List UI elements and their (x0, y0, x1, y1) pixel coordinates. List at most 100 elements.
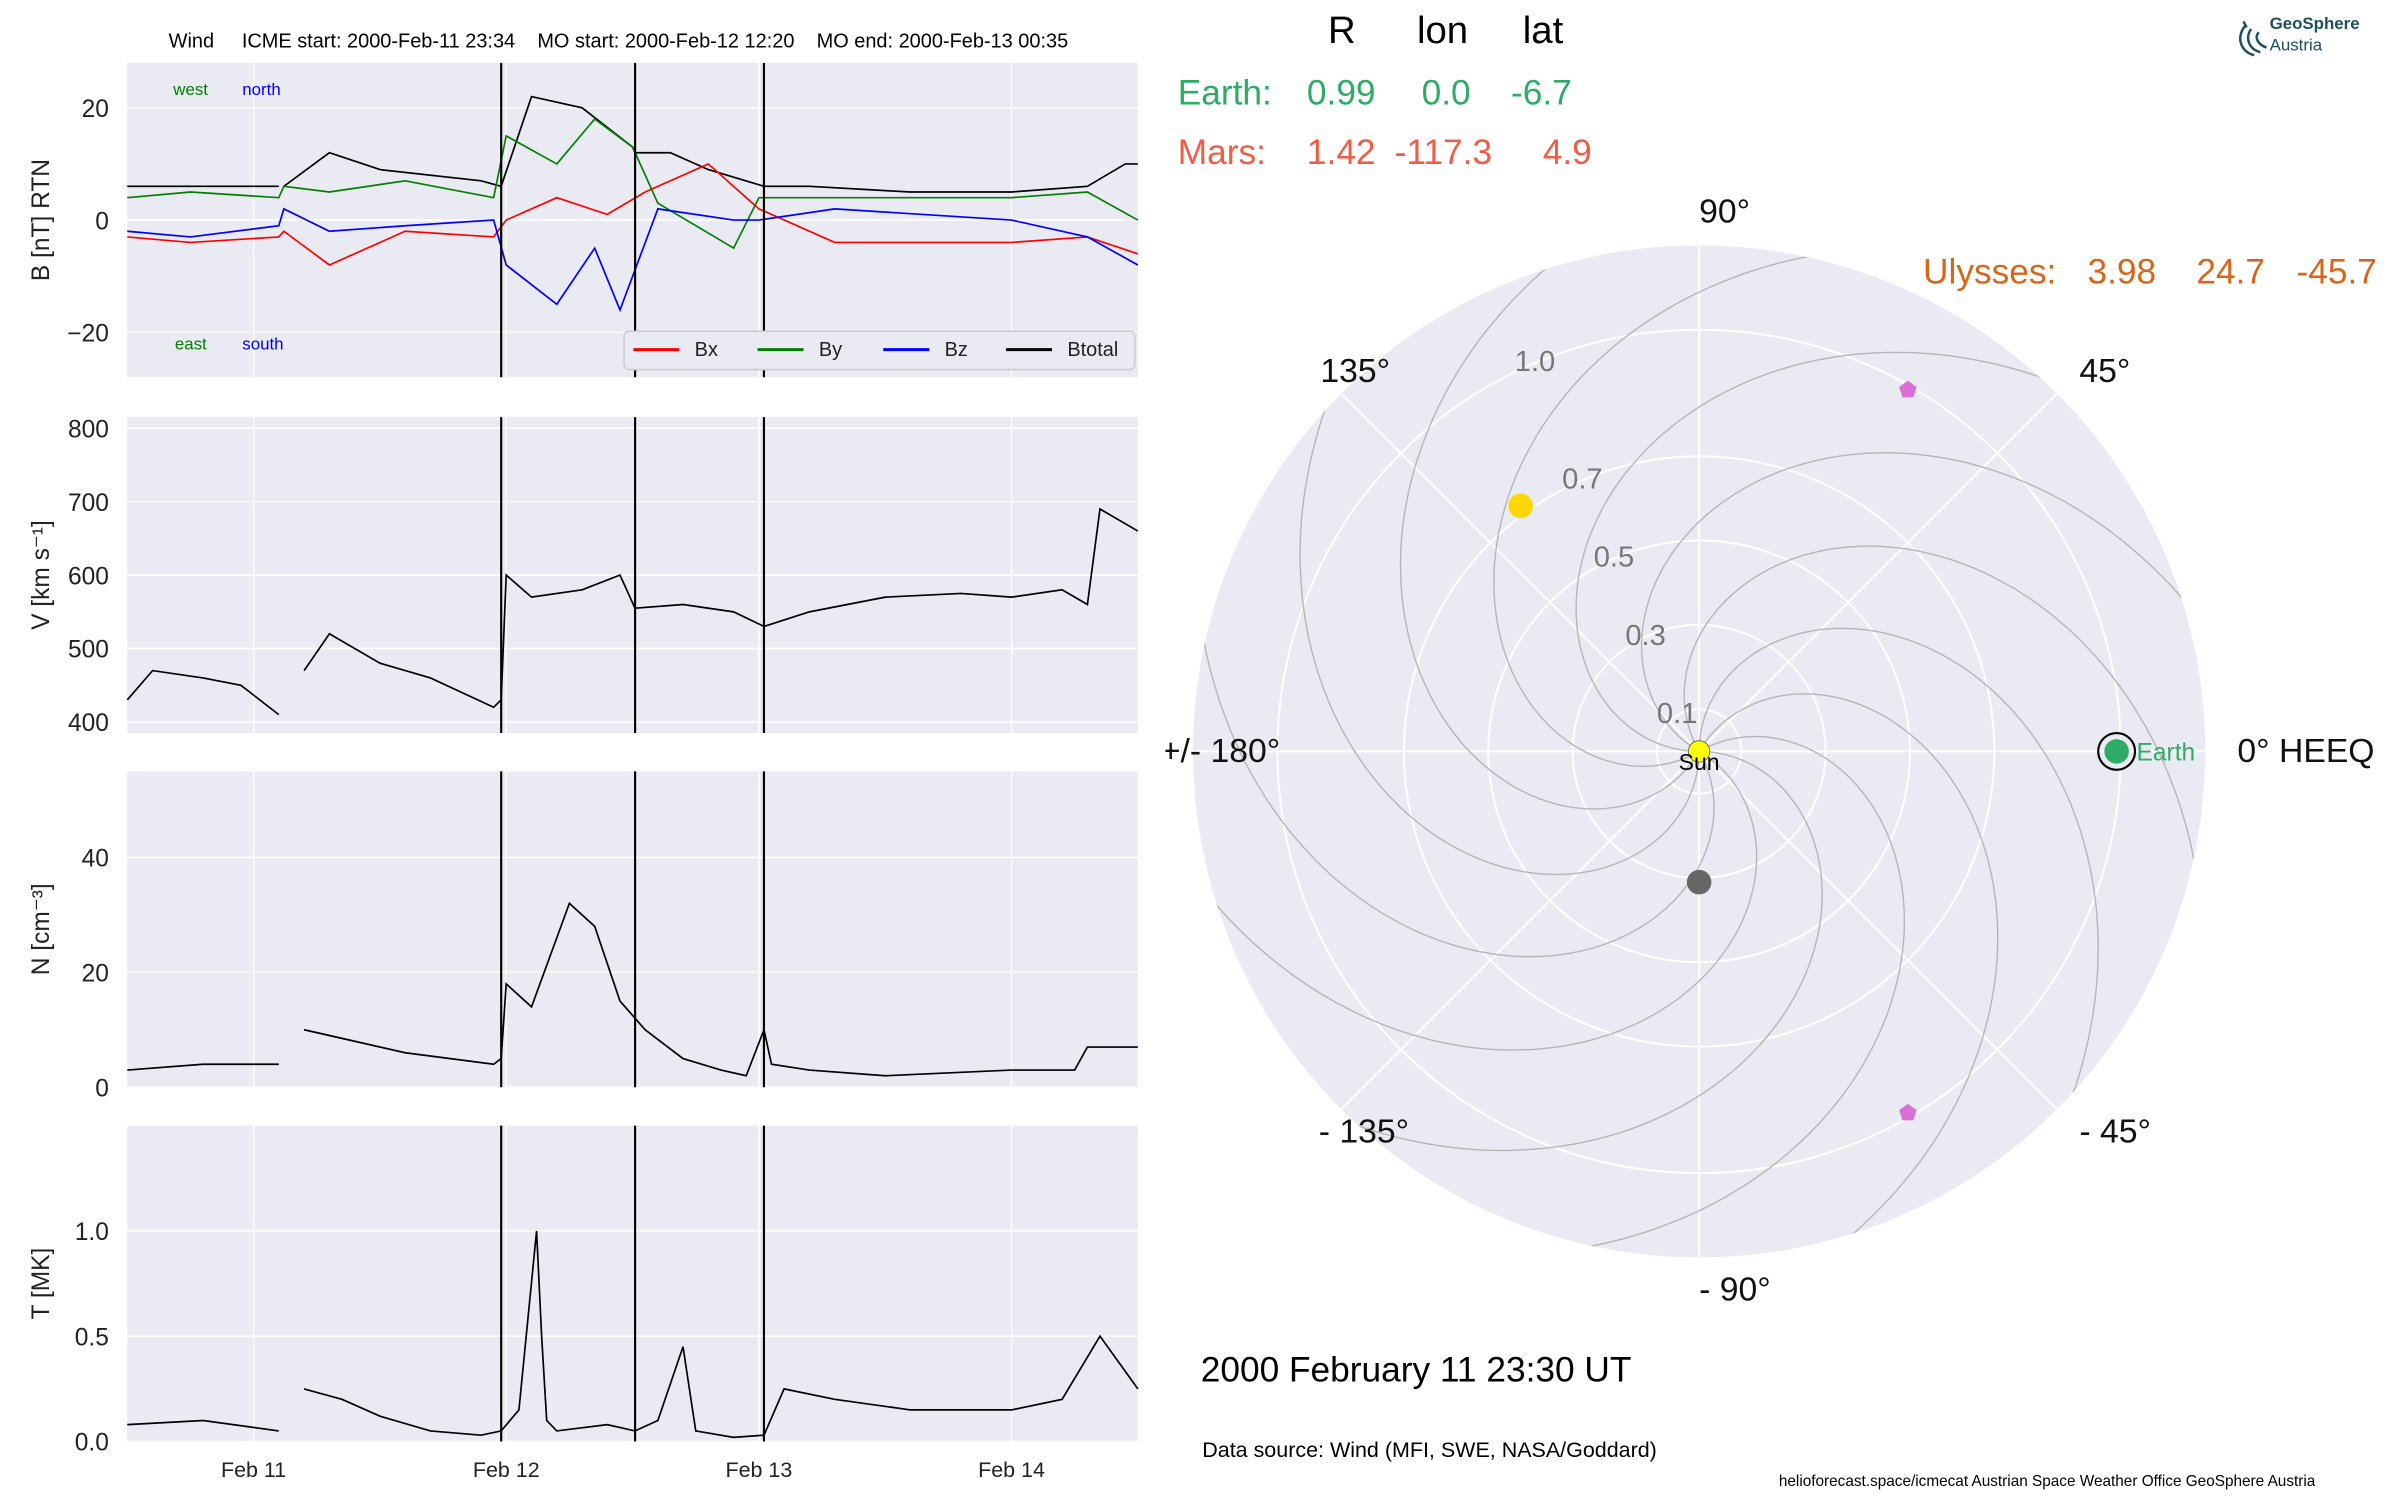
plot-area (127, 771, 1138, 1088)
series-line-bx (127, 162, 1139, 266)
y-tick-label: 20 (82, 96, 109, 123)
ulysses-lon: 24.7 (2196, 251, 2265, 292)
plot-date: 2000 February 11 23:30 UT (1200, 1349, 1632, 1390)
y-tick-label: 1.0 (75, 1219, 109, 1246)
y-tick-label: 40 (82, 846, 109, 873)
data-source: Data source: Wind (MFI, SWE, NASA/Goddar… (1202, 1436, 1657, 1462)
polar-ring (1655, 708, 1743, 795)
spiral-line (1299, 264, 1700, 876)
header-line: Wind ICME start: 2000-Feb-11 23:34 MO st… (169, 29, 1068, 52)
earth-lon: 0.0 (1421, 72, 1471, 112)
legend-label-btotal: Btotal (1067, 339, 1118, 361)
theta-tick-label: 0° HEEQ (2237, 732, 2374, 770)
earth-r: 0.99 (1306, 72, 1376, 112)
plot-area (127, 1125, 1138, 1442)
spiral-line (1640, 452, 2206, 753)
panel-2: 400 500 600 700 800 V [km s⁻¹] (28, 416, 1139, 737)
theta-tick-label: +/- 180° (1165, 732, 1280, 770)
logo-text-line1: GeoSphere (2269, 15, 2360, 34)
y-tick-label: −20 (67, 321, 109, 348)
mars-row-label: Mars: (1177, 131, 1266, 172)
y-axis-label: T [MK] (28, 1248, 55, 1320)
theta-tick-label: 45° (2079, 352, 2130, 390)
legend-label-bx: Bx (695, 339, 718, 361)
spiral-line (1575, 351, 2187, 753)
y-tick-label: 0.5 (75, 1324, 109, 1351)
panel-3: 0 20 40 N [cm⁻³] (28, 771, 1138, 1102)
y-axis-label: N [cm⁻³] (28, 883, 55, 975)
geosphere-logo: GeoSphere Austria (2233, 12, 2386, 64)
y-tick-label: 500 (68, 637, 109, 664)
panel-1: −20 0 20 B [nT] RTN west north east south Bx By Bz… (28, 62, 1139, 378)
series-line-n (127, 901, 1138, 1077)
mars-lat: 4.9 (1542, 131, 1592, 172)
mo-start: MO start: 2000-Feb-12 12:20 (537, 29, 795, 53)
sun-label: Sun (1679, 749, 1720, 775)
y-tick-label: 400 (68, 710, 109, 737)
spiral-line (1698, 627, 2099, 1239)
earth-lat: -6.7 (1511, 72, 1572, 112)
panel-4: 0.0 0.5 1.0 Feb 11 Feb 12 Feb 13 Feb 14 T [MK] (28, 1125, 1139, 1482)
mars-lon: -117.3 (1394, 131, 1493, 172)
polar-position-chart: 0.1 0.3 0.5 0.7 1.0 0° HEEQ 45° 90° 135° +/- 180°… (1165, 192, 2374, 1308)
annotation-north: north (242, 80, 280, 99)
series-line-bz (127, 207, 1139, 313)
mo-end: MO end: 2000-Feb-13 00:35 (816, 29, 1069, 53)
earth-label: Earth (2137, 740, 2196, 767)
spiral-line (1698, 693, 1999, 1258)
col-header-lat: lat (1522, 9, 1564, 53)
r-tick-label: 1.0 (1515, 346, 1556, 378)
y-tick-label: 700 (68, 490, 109, 517)
series-line-btotal (127, 95, 1138, 193)
spiral-line (1193, 750, 1758, 1051)
theta-tick-label: 90° (1699, 192, 1750, 230)
annotation-west: west (172, 80, 208, 99)
y-tick-label: 0.0 (75, 1430, 109, 1457)
theta-tick-label: - 90° (1699, 1270, 1771, 1308)
legend-box (623, 330, 1136, 371)
sun-marker (1688, 740, 1711, 763)
spiral-line (1425, 735, 1905, 1257)
spiral-line (1211, 750, 1823, 1152)
polar-ring (1487, 539, 1911, 964)
y-tick-label: 800 (68, 416, 109, 443)
y-tick-label: 0 (95, 1075, 109, 1102)
x-tick-label: Feb 11 (221, 1458, 286, 1482)
spiral-line (1194, 477, 1715, 958)
mission-name: Wind (168, 29, 215, 53)
x-tick-label: Feb 14 (978, 1458, 1045, 1482)
stereo-l4-marker (1899, 1103, 1917, 1121)
annotation-south: south (242, 335, 283, 354)
mercury-marker (1686, 869, 1712, 895)
x-tick-label: Feb 13 (725, 1458, 792, 1482)
spiral-line (1683, 545, 2204, 1026)
theta-tick-label: - 135° (1319, 1112, 1409, 1150)
y-axis-label: B [nT] RTN (28, 159, 55, 281)
r-tick-label: 0.3 (1625, 620, 1666, 652)
legend: Bx By Bz Btotal (623, 330, 1136, 371)
venus-marker (1508, 493, 1533, 519)
ulysses-r: 3.98 (2087, 251, 2157, 292)
series-line-v (126, 507, 1139, 716)
legend-label-bz: Bz (945, 339, 968, 361)
mars-r: 1.42 (1306, 131, 1376, 172)
earth-marker (2104, 739, 2129, 764)
col-header-r: R (1328, 9, 1356, 53)
theta-tick-label: - 45° (2079, 1112, 2151, 1150)
y-tick-label: 0 (95, 208, 109, 235)
x-tick-label: Feb 12 (473, 1458, 540, 1482)
spiral-line (1399, 245, 1700, 810)
ulysses-row-label: Ulysses: (1923, 251, 2057, 292)
r-tick-label: 0.5 (1594, 542, 1634, 574)
icme-start: ICME start: 2000-Feb-11 23:34 (241, 29, 516, 53)
r-tick-label: 0.1 (1657, 698, 1698, 730)
time-series-chart: −20 0 20 B [nT] RTN west north east south Bx By Bz… (28, 62, 1139, 1482)
parker-spirals (1193, 245, 2206, 1258)
series-line-by (127, 117, 1139, 250)
polar-ring (1402, 455, 1996, 1048)
stereo-l5-marker (1899, 380, 1917, 398)
y-axis-label: V [km s⁻¹] (28, 520, 55, 630)
ulysses-lat: -45.7 (2296, 251, 2377, 292)
logo-swirl-icon (2239, 20, 2267, 57)
